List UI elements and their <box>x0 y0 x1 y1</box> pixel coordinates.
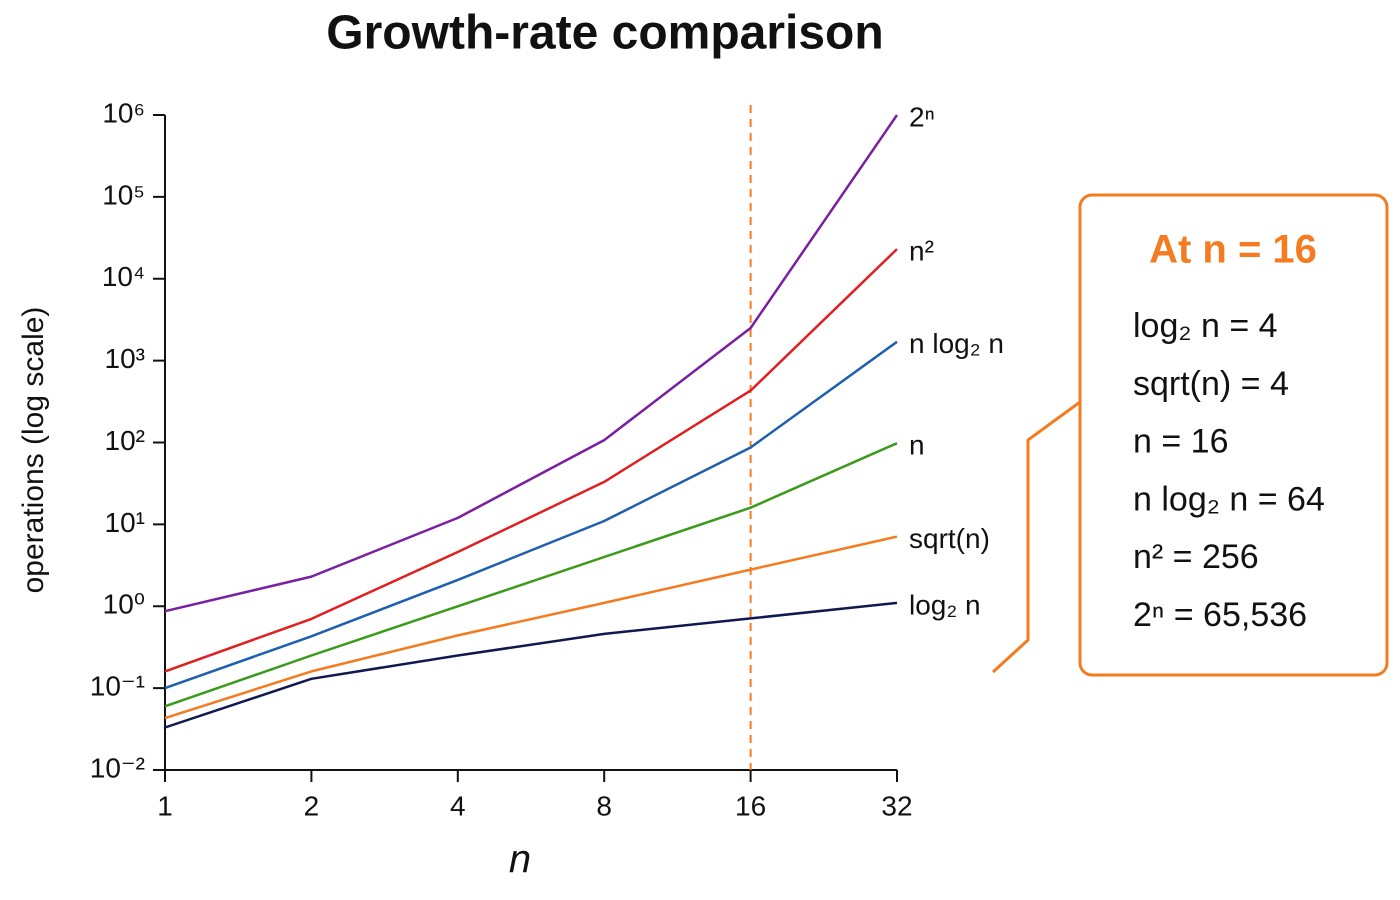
annotation-line: log₂ n = 4 <box>1133 307 1278 345</box>
chart-title: Growth-rate comparison <box>326 7 883 60</box>
annotation-line: n = 16 <box>1133 423 1228 461</box>
y-tick-label: 10² <box>105 425 145 456</box>
x-tick-label: 16 <box>735 790 766 821</box>
series-label: n <box>909 430 925 461</box>
annotation-line: n² = 256 <box>1133 538 1259 576</box>
annotation-line: sqrt(n) = 4 <box>1133 365 1289 403</box>
y-tick-label: 10⁻¹ <box>90 671 145 702</box>
series-line <box>164 248 898 673</box>
annotation-line: n log₂ n = 64 <box>1133 480 1325 518</box>
y-tick-label: 10⁴ <box>102 261 145 292</box>
x-tick-label: 32 <box>881 790 912 821</box>
x-tick-label: 1 <box>157 790 173 821</box>
series-label: log₂ n <box>909 589 981 620</box>
y-axis-label: operations (log scale) <box>17 307 50 594</box>
series-label: n² <box>909 236 934 267</box>
series-line <box>164 601 898 729</box>
x-axis-label: n <box>509 838 531 882</box>
x-tick-label: 2 <box>304 790 320 821</box>
annotation-box <box>1078 193 1389 677</box>
series-label: n log₂ n <box>909 328 1004 359</box>
series-line <box>164 535 898 720</box>
series-line <box>164 442 898 708</box>
annotation-line: 2ⁿ = 65,536 <box>1133 596 1307 634</box>
y-tick-label: 10¹ <box>105 507 145 538</box>
series-label: 2ⁿ <box>909 101 935 132</box>
y-tick-label: 10⁰ <box>103 589 145 620</box>
series-line <box>164 114 899 613</box>
y-tick-label: 10⁵ <box>102 179 145 210</box>
y-tick-label: 10³ <box>105 343 145 374</box>
x-tick-label: 8 <box>596 790 612 821</box>
annotation-title: At n = 16 <box>1149 228 1317 272</box>
y-tick-label: 10⁻² <box>90 752 145 783</box>
series-label: sqrt(n) <box>909 523 990 554</box>
series-line <box>164 340 898 690</box>
y-tick-label: 10⁶ <box>102 97 145 128</box>
callout-connector <box>991 400 1081 674</box>
x-tick-label: 4 <box>450 790 466 821</box>
